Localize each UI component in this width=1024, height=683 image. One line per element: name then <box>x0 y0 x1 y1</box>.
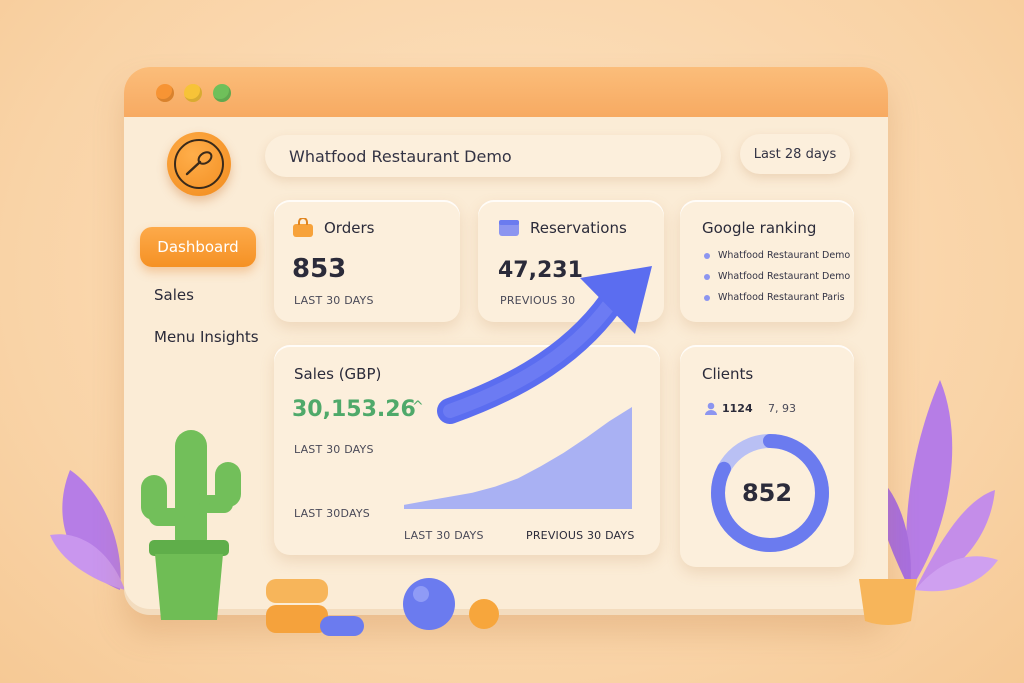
close-window-button[interactable] <box>156 84 174 102</box>
maximize-window-button[interactable] <box>213 84 231 102</box>
orders-value: 853 <box>292 254 347 284</box>
restaurant-logo <box>167 132 231 196</box>
sidebar-item-dashboard[interactable]: Dashboard <box>140 227 256 267</box>
reservations-period: PREVIOUS 30 <box>500 294 576 307</box>
date-range-label: Last 28 days <box>753 146 837 162</box>
sales-area-chart <box>404 407 632 509</box>
legend-last-30-days: LAST 30 DAYS <box>404 529 484 542</box>
bullet-icon <box>704 252 710 259</box>
ranking-item: Whatfood Restaurant Demo <box>704 250 850 261</box>
reservations-title: Reservations <box>530 219 627 237</box>
sales-area-series <box>404 407 632 509</box>
restaurant-title-field[interactable]: Whatfood Restaurant Demo <box>265 135 721 177</box>
bullet-icon <box>704 294 710 301</box>
trend-up-icon: ^ <box>412 399 424 415</box>
growth-arrow-icon <box>437 266 652 424</box>
title-bar <box>124 67 888 117</box>
app-window: Whatfood Restaurant Demo Last 28 days Da… <box>124 67 888 615</box>
orange-stack-decoration <box>266 579 328 633</box>
user-icon <box>705 402 717 415</box>
ranking-item: Whatfood Restaurant Demo <box>704 271 850 282</box>
reservations-value: 47,231 <box>498 258 583 283</box>
minimize-window-button[interactable] <box>184 84 202 102</box>
sales-period: LAST 30 DAYS <box>294 443 374 456</box>
clients-donut-chart <box>711 434 829 552</box>
sidebar-item-label: Sales <box>154 286 194 304</box>
purple-leaves-right <box>870 380 998 592</box>
clients-card[interactable]: Clients 1124 7, 93 852 <box>680 345 854 567</box>
date-range-button[interactable]: Last 28 days <box>740 134 850 174</box>
legend-previous-30-days: PREVIOUS 30 DAYS <box>526 529 635 542</box>
blue-ball-decoration <box>403 578 455 630</box>
orange-ball-decoration <box>469 599 499 629</box>
spoon-icon <box>174 139 224 189</box>
sales-period-secondary: LAST 30DAYS <box>294 507 370 520</box>
sales-value: 30,153.26 <box>292 397 416 422</box>
sidebar-item-label: Dashboard <box>157 238 239 256</box>
calendar-icon <box>499 220 519 236</box>
sales-card[interactable]: Sales (GBP) 30,153.26 ^ LAST 30 DAYS LAS… <box>274 345 660 555</box>
bag-icon <box>293 218 313 237</box>
sales-title: Sales (GBP) <box>294 365 382 383</box>
google-ranking-title: Google ranking <box>702 219 817 237</box>
clients-stat-secondary: 7, 93 <box>768 402 796 415</box>
sidebar-item-sales[interactable]: Sales <box>154 275 194 315</box>
blue-pill-decoration <box>320 616 364 636</box>
google-ranking-card[interactable]: Google ranking Whatfood Restaurant Demo … <box>680 200 854 322</box>
orders-period: LAST 30 DAYS <box>294 294 374 307</box>
sidebar-item-menu-insights[interactable]: Menu Insights <box>154 317 259 357</box>
ranking-item-label: Whatfood Restaurant Demo <box>718 250 851 261</box>
ranking-item: Whatfood Restaurant Paris <box>704 292 845 303</box>
ranking-item-label: Whatfood Restaurant Paris <box>718 292 845 303</box>
bullet-icon <box>704 273 710 280</box>
plant-pot-decoration <box>859 579 917 625</box>
cactus-decoration <box>141 430 241 620</box>
clients-stat-primary: 1124 <box>722 402 753 415</box>
sidebar-item-label: Menu Insights <box>154 328 259 346</box>
ranking-item-label: Whatfood Restaurant Demo <box>718 271 851 282</box>
orders-title: Orders <box>324 219 375 237</box>
restaurant-title: Whatfood Restaurant Demo <box>289 146 512 166</box>
clients-title: Clients <box>702 365 754 383</box>
orders-card[interactable]: Orders 853 LAST 30 DAYS <box>274 200 460 322</box>
clients-center-value: 852 <box>741 479 793 507</box>
